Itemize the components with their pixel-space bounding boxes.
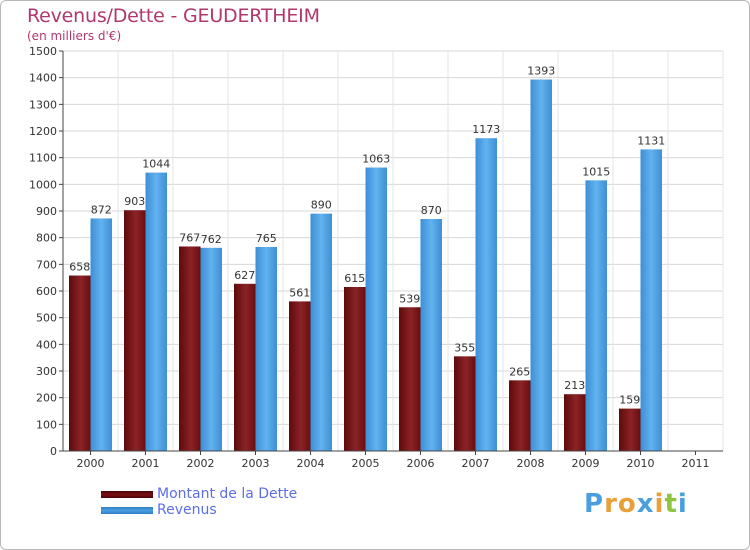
data-label-debt: 627	[234, 269, 255, 282]
data-label-debt: 355	[454, 341, 475, 354]
logo-letter: x	[636, 489, 655, 519]
y-tick-label: 1500	[29, 45, 57, 58]
bar-debt	[564, 394, 586, 451]
bar-revenue	[530, 79, 552, 452]
y-tick-label: 400	[36, 338, 57, 351]
data-label-debt: 539	[399, 292, 420, 305]
data-label-debt: 767	[179, 231, 200, 244]
data-label-debt: 615	[344, 272, 365, 285]
data-label-debt: 213	[564, 379, 585, 392]
x-tick-label: 2001	[132, 457, 160, 470]
bar-debt	[399, 307, 421, 451]
y-tick-label: 1100	[29, 152, 57, 165]
y-tick-label: 1300	[29, 98, 57, 111]
logo-letter: i	[654, 489, 665, 519]
bar-revenue	[255, 247, 277, 451]
data-label-debt: 561	[289, 286, 310, 299]
data-label-revenue: 872	[91, 203, 112, 216]
data-label-debt: 903	[124, 195, 145, 208]
y-tick-label: 600	[36, 285, 57, 298]
logo-letter: r	[604, 489, 618, 519]
bar-debt	[619, 408, 641, 451]
data-label-revenue: 870	[421, 204, 442, 217]
x-tick-label: 2002	[187, 457, 215, 470]
bar-revenue	[310, 213, 332, 451]
legend-swatch-revenue	[101, 507, 153, 514]
logo-letter: P	[584, 489, 605, 519]
bar-revenue	[145, 172, 167, 451]
bar-revenue	[640, 149, 662, 451]
data-label-revenue: 1015	[582, 165, 610, 178]
bar-debt	[69, 275, 91, 451]
logo-letter: i	[677, 489, 688, 519]
chart-subtitle: (en milliers d'€)	[27, 29, 122, 43]
x-tick-label: 2007	[462, 457, 490, 470]
y-tick-label: 800	[36, 232, 57, 245]
y-tick-label: 700	[36, 258, 57, 271]
x-tick-label: 2005	[352, 457, 380, 470]
data-label-debt: 159	[619, 394, 640, 407]
logo-letter: o	[617, 489, 637, 519]
data-label-revenue: 1393	[527, 65, 555, 78]
bar-revenue	[475, 138, 497, 451]
y-tick-label: 900	[36, 205, 57, 218]
bar-debt	[509, 380, 531, 451]
y-tick-label: 0	[50, 445, 57, 458]
y-tick-label: 1000	[29, 178, 57, 191]
legend-swatch-debt	[101, 491, 153, 498]
bar-revenue	[90, 218, 112, 451]
data-label-revenue: 765	[256, 232, 277, 245]
x-tick-label: 2010	[627, 457, 655, 470]
bar-debt	[234, 283, 256, 451]
data-label-debt: 265	[509, 365, 530, 378]
data-label-revenue: 890	[311, 199, 332, 212]
chart-title: Revenus/Dette - GEUDERTHEIM	[27, 5, 320, 27]
data-label-debt: 658	[69, 261, 90, 274]
bar-debt	[454, 356, 476, 451]
y-tick-label: 1200	[29, 125, 57, 138]
y-tick-label: 300	[36, 365, 57, 378]
y-tick-label: 1400	[29, 72, 57, 85]
data-label-revenue: 1044	[142, 158, 170, 171]
x-tick-label: 2011	[682, 457, 710, 470]
bar-revenue	[365, 167, 387, 452]
x-tick-label: 2004	[297, 457, 325, 470]
x-tick-label: 2009	[572, 457, 600, 470]
y-tick-label: 100	[36, 418, 57, 431]
bar-debt	[179, 246, 201, 451]
bar-debt	[289, 301, 311, 451]
x-tick-label: 2008	[517, 457, 545, 470]
x-tick-label: 2006	[407, 457, 435, 470]
y-tick-label: 500	[36, 312, 57, 325]
data-label-revenue: 1131	[637, 134, 665, 147]
legend-label-debt: Montant de la Dette	[157, 486, 298, 502]
x-tick-label: 2003	[242, 457, 270, 470]
data-label-revenue: 1173	[472, 123, 500, 136]
x-tick-label: 2000	[77, 457, 105, 470]
data-label-revenue: 1063	[362, 153, 390, 166]
bar-revenue	[420, 219, 442, 451]
bar-revenue	[200, 247, 222, 451]
bar-debt	[344, 287, 366, 451]
proxiti-logo: Proxiti	[584, 489, 688, 519]
bar-debt	[124, 210, 146, 451]
logo-letter: t	[664, 489, 678, 519]
legend-label-revenue: Revenus	[157, 502, 217, 518]
data-label-revenue: 762	[201, 233, 222, 246]
bar-revenue	[585, 180, 607, 452]
y-tick-label: 200	[36, 392, 57, 405]
